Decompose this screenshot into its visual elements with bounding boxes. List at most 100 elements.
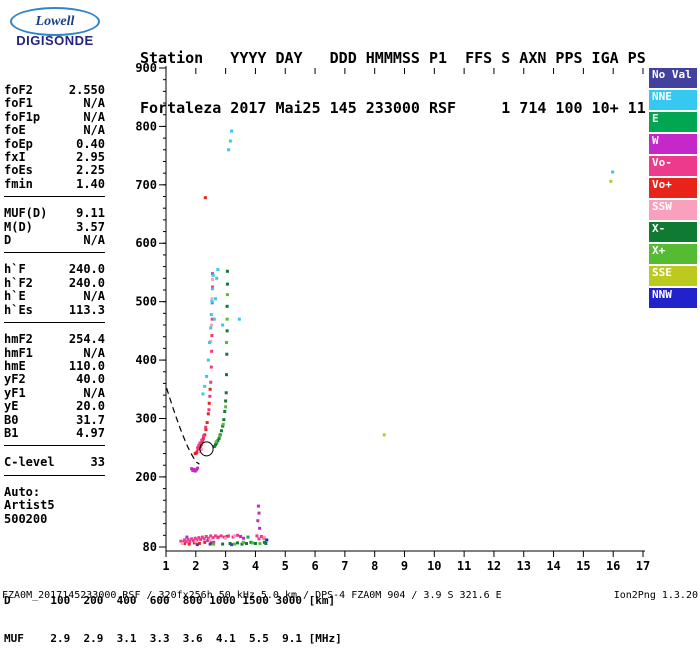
param-row: B1 4.97 — [4, 425, 105, 440]
svg-text:11: 11 — [457, 559, 471, 573]
legend-item-ssw: SSW — [649, 200, 697, 220]
logo-digisonde-text: DIGISONDE — [16, 33, 94, 48]
param-row: h`F 240.0 — [4, 262, 105, 277]
param-label: foE — [4, 123, 26, 138]
svg-text:9: 9 — [401, 559, 408, 573]
param-value: 1.40 — [76, 176, 105, 191]
param-row: foEs 2.25 — [4, 163, 105, 178]
param-value: 110.0 — [68, 358, 105, 373]
param-value: 113.3 — [68, 302, 105, 317]
param-label: hmF2 — [4, 332, 33, 347]
param-label: fmin — [4, 176, 33, 191]
svg-text:4: 4 — [252, 559, 259, 573]
legend-item-nne: NNE — [649, 90, 697, 110]
param-value: 40.0 — [76, 372, 105, 387]
svg-text:300: 300 — [135, 411, 157, 425]
svg-text:1: 1 — [162, 559, 169, 573]
param-value: N/A — [83, 233, 105, 248]
param-label: 500200 — [4, 511, 48, 526]
svg-text:8: 8 — [371, 559, 378, 573]
muf-row: MUF 2.9 2.9 3.1 3.3 3.6 4.1 5.5 9.1 [MHz… — [4, 631, 342, 645]
param-value: 9.11 — [76, 206, 105, 221]
param-value: 2.550 — [68, 83, 105, 97]
param-row: Auto: — [4, 484, 105, 499]
svg-text:80: 80 — [143, 540, 157, 554]
param-row: foF1p N/A — [4, 109, 105, 124]
param-label: hmE — [4, 358, 26, 373]
param-value: N/A — [83, 109, 105, 124]
legend-item-nnw: NNW — [649, 288, 697, 308]
param-label: yF1 — [4, 385, 26, 400]
param-value: 0.40 — [76, 136, 105, 151]
param-row: D N/A — [4, 233, 105, 248]
param-row: hmE 110.0 — [4, 358, 105, 373]
svg-text:200: 200 — [135, 470, 157, 484]
param-label: Auto: — [4, 484, 41, 499]
param-value: N/A — [83, 289, 105, 304]
program-version-text: Ion2Png 1.3.20 — [613, 590, 698, 601]
param-value: N/A — [83, 345, 105, 360]
param-label: yF2 — [4, 372, 26, 387]
param-value: 240.0 — [68, 275, 105, 290]
param-value: 20.0 — [76, 399, 105, 414]
legend-item-w: W — [649, 134, 697, 154]
param-row: hmF2 254.4 — [4, 332, 105, 347]
param-label: B0 — [4, 412, 19, 427]
param-label: h`Es — [4, 302, 33, 317]
param-label: MUF(D) — [4, 206, 48, 221]
param-group: Auto: Artist5 500200 — [4, 484, 105, 531]
param-row: C-level 33 — [4, 455, 105, 470]
legend-item-e: E — [649, 112, 697, 132]
param-value: 31.7 — [76, 412, 105, 427]
param-row: h`E N/A — [4, 289, 105, 304]
doppler-legend: No Val NNE E W Vo- Vo+ SSW X- X+ SSE NNW — [649, 68, 697, 310]
param-value: 254.4 — [68, 332, 105, 347]
param-label: h`F — [4, 262, 26, 277]
svg-text:6: 6 — [311, 559, 318, 573]
param-value: N/A — [83, 385, 105, 400]
legend-item-no-val: No Val — [649, 68, 697, 88]
param-panel: foF2 2.550 foF1 N/A foF1p N/A foE N/A foEp 0.40 fx… — [4, 83, 105, 541]
file-info-footer: FZA0M_2017145233000.RSF / 320fx256h 50 k… — [2, 590, 698, 601]
svg-text:5: 5 — [282, 559, 289, 573]
param-row: yE 20.0 — [4, 399, 105, 414]
param-label: yE — [4, 399, 19, 414]
ionogram-plot: 1 2 3 4 5 6 7 8 9 10 11 12 13 14 15 16 17900800700600500… — [135, 61, 650, 573]
param-row: yF2 40.0 — [4, 372, 105, 387]
legend-item-x-: X- — [649, 222, 697, 242]
param-label: foEs — [4, 163, 33, 178]
param-label: foEp — [4, 136, 33, 151]
param-label: D — [4, 233, 12, 248]
svg-text:12: 12 — [487, 559, 501, 573]
svg-text:17: 17 — [636, 559, 650, 573]
station-header: Station YYYY DAY DDD HMMMSS P1 FFS S AXN… — [140, 17, 646, 133]
param-value: 2.95 — [76, 150, 105, 165]
param-row: foF1 N/A — [4, 96, 105, 110]
param-label: B1 — [4, 425, 19, 440]
svg-text:400: 400 — [135, 353, 157, 367]
param-row: foF2 2.550 — [4, 83, 105, 97]
header-column-titles: Station YYYY DAY DDD HMMMSS P1 FFS S AXN… — [140, 49, 646, 67]
svg-text:16: 16 — [606, 559, 620, 573]
param-row: foEp 0.40 — [4, 136, 105, 151]
param-value: N/A — [83, 123, 105, 138]
header-station-values: Fortaleza 2017 Mai25 145 233000 RSF 1 71… — [140, 98, 646, 117]
param-row: h`Es 113.3 — [4, 302, 105, 317]
param-group: MUF(D) 9.11 M(D) 3.57 D N/A — [4, 206, 105, 254]
param-value: 2.25 — [76, 163, 105, 178]
legend-item-vo-: Vo- — [649, 156, 697, 176]
param-group: C-level 33 — [4, 455, 105, 476]
param-row: fxI 2.95 — [4, 150, 105, 165]
legend-item-x-: X+ — [649, 244, 697, 264]
legend-item-vo-: Vo+ — [649, 178, 697, 198]
svg-text:3: 3 — [222, 559, 229, 573]
param-value: 3.57 — [76, 219, 105, 234]
param-row: 500200 — [4, 511, 105, 526]
file-info-text: FZA0M_2017145233000.RSF / 320fx256h 50 k… — [2, 590, 502, 601]
param-label: M(D) — [4, 219, 33, 234]
lowell-logo-ellipse: Lowell — [10, 7, 100, 36]
param-label: hmF1 — [4, 345, 33, 360]
param-group: h`F 240.0 h`F2 240.0 h`E N/A h`Es 113.3 — [4, 262, 105, 324]
param-label: C-level — [4, 455, 55, 470]
param-label: foF1p — [4, 109, 41, 124]
